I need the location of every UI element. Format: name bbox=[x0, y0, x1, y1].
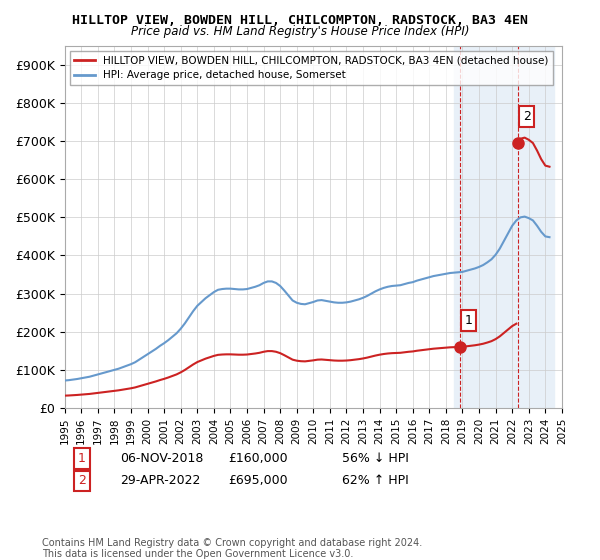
Text: 56% ↓ HPI: 56% ↓ HPI bbox=[342, 452, 409, 465]
Text: HILLTOP VIEW, BOWDEN HILL, CHILCOMPTON, RADSTOCK, BA3 4EN: HILLTOP VIEW, BOWDEN HILL, CHILCOMPTON, … bbox=[72, 14, 528, 27]
Text: 2: 2 bbox=[523, 110, 530, 123]
Text: Contains HM Land Registry data © Crown copyright and database right 2024.
This d: Contains HM Land Registry data © Crown c… bbox=[42, 538, 422, 559]
Legend: HILLTOP VIEW, BOWDEN HILL, CHILCOMPTON, RADSTOCK, BA3 4EN (detached house), HPI:: HILLTOP VIEW, BOWDEN HILL, CHILCOMPTON, … bbox=[70, 51, 553, 85]
Text: 1: 1 bbox=[464, 314, 473, 327]
Bar bbox=[454, 46, 554, 408]
Text: 06-NOV-2018: 06-NOV-2018 bbox=[120, 452, 203, 465]
Text: 62% ↑ HPI: 62% ↑ HPI bbox=[342, 474, 409, 487]
Text: 2: 2 bbox=[78, 474, 86, 487]
Text: Price paid vs. HM Land Registry's House Price Index (HPI): Price paid vs. HM Land Registry's House … bbox=[131, 25, 469, 38]
Text: 29-APR-2022: 29-APR-2022 bbox=[120, 474, 200, 487]
Text: 1: 1 bbox=[78, 452, 86, 465]
Text: £695,000: £695,000 bbox=[228, 474, 287, 487]
Text: £160,000: £160,000 bbox=[228, 452, 287, 465]
